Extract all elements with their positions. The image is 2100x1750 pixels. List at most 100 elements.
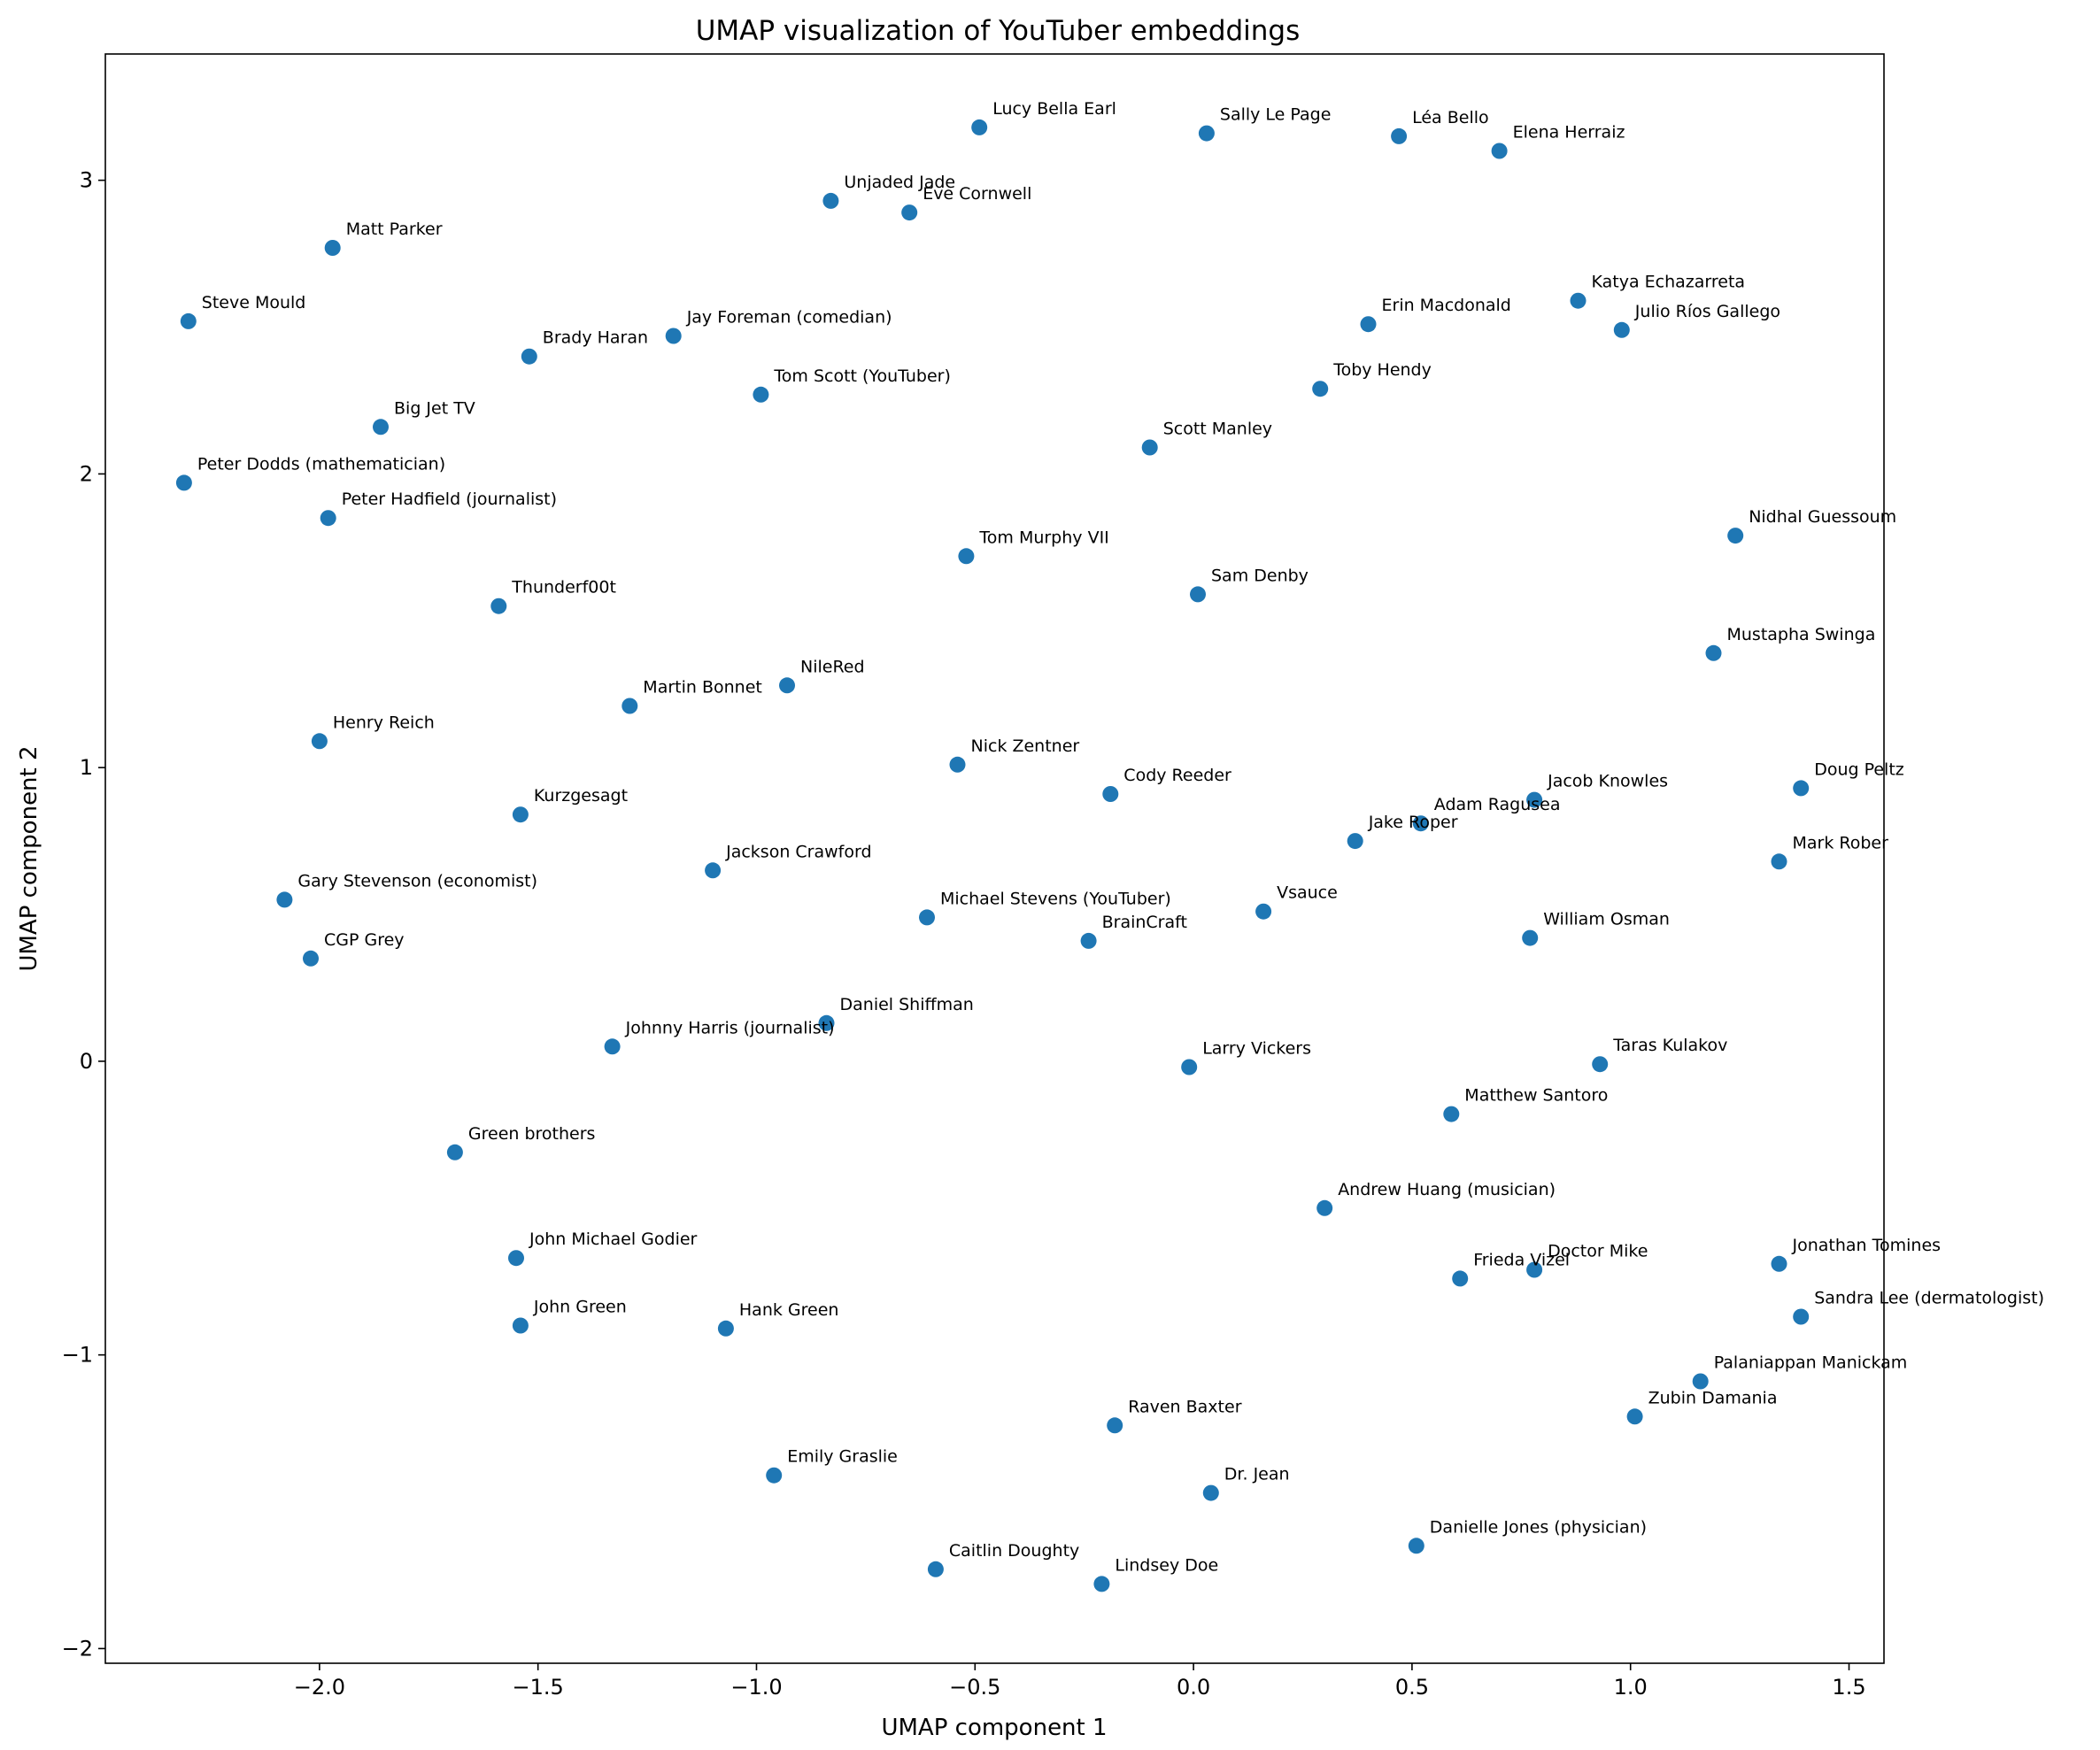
data-point-label: Sally Le Page	[1220, 105, 1332, 125]
data-point-label: Dr. Jean	[1224, 1465, 1290, 1484]
data-point	[521, 348, 537, 365]
data-point-label: Mark Rober	[1793, 833, 1889, 852]
data-point	[753, 386, 769, 403]
data-point-label: Jay Foreman (comedian)	[686, 308, 892, 328]
data-point	[705, 862, 722, 879]
data-point	[1312, 381, 1329, 397]
data-point-label: Zubin Damania	[1648, 1388, 1778, 1407]
data-point	[766, 1467, 783, 1484]
data-point-label: Erin Macdonald	[1382, 296, 1511, 315]
data-point	[1491, 143, 1508, 159]
data-point-label: Matt Parker	[346, 220, 443, 239]
data-point	[901, 204, 918, 221]
data-point	[1452, 1270, 1469, 1287]
data-point	[665, 328, 682, 344]
data-point	[919, 909, 935, 926]
data-point-label: NileRed	[800, 657, 865, 676]
x-tick-label: −2.0	[294, 1675, 345, 1700]
data-point-label: Kurzgesagt	[534, 786, 628, 806]
data-point-label: Henry Reich	[333, 713, 435, 732]
data-point-label: Michael Stevens (YouTuber)	[940, 889, 1171, 908]
data-point	[1592, 1056, 1609, 1073]
data-point-label: Cody Reeder	[1123, 766, 1231, 785]
y-tick-label: 2	[80, 461, 93, 486]
data-point	[1190, 586, 1206, 603]
data-point	[508, 1250, 524, 1267]
data-point	[1727, 528, 1744, 544]
data-point-label: Unjaded Jade	[844, 173, 955, 192]
data-point-label: Frieda Vizel	[1473, 1250, 1570, 1269]
data-point	[512, 806, 529, 823]
data-point	[1255, 903, 1272, 920]
data-point-label: BrainCraft	[1102, 913, 1187, 932]
data-point-label: Jackson Crawford	[725, 842, 871, 861]
data-point-label: Tom Scott (YouTuber)	[773, 366, 951, 386]
data-point	[1080, 932, 1097, 949]
x-tick-label: 0.0	[1177, 1675, 1210, 1700]
data-point	[1526, 791, 1543, 808]
x-axis-ticks: −2.0 −1.5 −1.0 −0.5 0.0 0.5 1.0 1.5	[294, 1663, 1866, 1700]
data-point-label: Palaniappan Manickam	[1714, 1353, 1908, 1373]
data-point-label: John Green	[533, 1298, 627, 1317]
data-point	[276, 891, 293, 908]
x-tick-label: 1.5	[1832, 1675, 1865, 1700]
data-point-label: Gary Stevenson (economist)	[297, 871, 537, 890]
data-point	[1408, 1538, 1424, 1554]
data-point	[1443, 1106, 1460, 1122]
data-point-label: Johnny Harris (journalist)	[625, 1018, 835, 1037]
x-axis-label: UMAP component 1	[881, 1715, 1107, 1741]
data-point-label: Toby Hendy	[1332, 360, 1432, 380]
data-point-label: Adam Ragusea	[1434, 795, 1561, 814]
data-point	[1102, 786, 1119, 802]
data-point-label: Nidhal Guessoum	[1749, 507, 1896, 527]
data-point-label: CGP Grey	[324, 930, 405, 950]
data-point-label: Big Jet TV	[394, 398, 475, 418]
data-point	[949, 756, 966, 773]
data-point	[1107, 1417, 1123, 1434]
data-point	[175, 474, 192, 491]
data-point-label: Martin Bonnet	[643, 678, 762, 698]
data-point	[1202, 1484, 1219, 1501]
data-point	[1412, 815, 1429, 832]
x-tick-label: 0.5	[1395, 1675, 1429, 1700]
data-point-label: Caitlin Doughty	[949, 1541, 1079, 1561]
y-tick-label: 0	[80, 1049, 93, 1074]
data-point-label: Peter Dodds (mathematician)	[197, 454, 445, 474]
data-point-label: John Michael Godier	[529, 1230, 698, 1249]
y-axis-label: UMAP component 2	[16, 745, 42, 971]
data-point-label: Léa Bello	[1412, 108, 1489, 127]
data-point	[717, 1320, 734, 1337]
x-tick-label: −1.0	[730, 1675, 782, 1700]
data-point-label: Doctor Mike	[1548, 1242, 1648, 1261]
data-point-label: Peter Hadfield (journalist)	[342, 490, 557, 509]
data-point	[1771, 1255, 1787, 1272]
data-point	[604, 1038, 621, 1055]
x-tick-label: −0.5	[949, 1675, 1000, 1700]
data-point	[971, 119, 988, 135]
data-point-label: Larry Vickers	[1202, 1039, 1311, 1059]
data-point-label: Green brothers	[468, 1124, 596, 1144]
y-tick-label: 3	[80, 168, 93, 193]
data-point	[373, 419, 389, 436]
data-point	[779, 677, 795, 694]
plot-frame	[104, 53, 1885, 1664]
data-point-label: Hank Green	[739, 1300, 839, 1320]
y-tick-label: 1	[80, 755, 93, 780]
data-point	[1526, 1261, 1543, 1278]
data-point-label: Julio Ríos Gallego	[1634, 302, 1780, 321]
data-point-label: William Osman	[1543, 910, 1670, 929]
data-point-label: Jacob Knowles	[1547, 772, 1668, 791]
data-point-label: Scott Manley	[1163, 420, 1272, 439]
y-axis-ticks: −2 −1 0 1 2 3	[62, 168, 105, 1661]
data-point	[927, 1561, 944, 1577]
data-point-label: Sandra Lee (dermatologist)	[1814, 1289, 2044, 1308]
data-point	[822, 192, 839, 209]
x-tick-label: 1.0	[1614, 1675, 1648, 1700]
data-point-label: Brady Haran	[543, 328, 648, 348]
data-point-label: Katya Echazarreta	[1592, 273, 1746, 292]
data-point-label: Sam Denby	[1211, 566, 1309, 585]
data-point	[446, 1144, 463, 1160]
data-point	[818, 1014, 835, 1031]
data-point-label: Eve Cornwell	[923, 184, 1031, 204]
data-point	[180, 312, 197, 329]
